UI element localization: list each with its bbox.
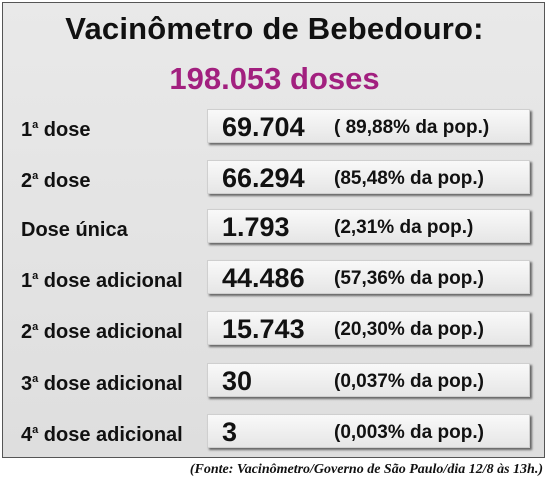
row-value: 69.704 [222, 112, 305, 142]
vaccination-panel: Vacinômetro de Bebedouro: 198.053 doses … [2, 2, 545, 458]
row-box-additional-dose-2: 15.743 (20,30% da pop.) [207, 311, 530, 345]
row-value: 3 [222, 417, 238, 447]
row-percent: (85,48% da pop.) [334, 168, 484, 189]
row-percent: (20,30% da pop.) [334, 319, 484, 340]
row-label-additional-dose-3: 3a dose adicional [21, 373, 183, 395]
row-label-additional-dose-4: 4a dose adicional [21, 424, 183, 446]
total-doses: 198.053 doses [169, 61, 380, 96]
row-box-dose-2: 66.294 (85,48% da pop.) [207, 160, 530, 194]
row-value: 66.294 [222, 163, 305, 193]
source-note: (Fonte: Vacinômetro/Governo de São Paulo… [189, 462, 543, 477]
row-label-additional-dose-1: 1a dose adicional [21, 270, 183, 292]
row-percent: (0,003% da pop.) [334, 422, 484, 443]
row-label-single-dose: Dose única [21, 219, 128, 241]
row-box-additional-dose-3: 30 (0,037% da pop.) [207, 363, 530, 397]
row-percent: (0,037% da pop.) [334, 371, 484, 392]
row-box-additional-dose-1: 44.486 (57,36% da pop.) [207, 260, 530, 294]
row-box-dose-1: 69.704 ( 89,88% da pop.) [207, 109, 530, 143]
panel-title: Vacinômetro de Bebedouro: [65, 11, 484, 46]
row-value: 1.793 [222, 212, 290, 242]
row-label-dose-1: 1a dose [21, 119, 91, 141]
row-value: 15.743 [222, 314, 305, 344]
row-label-additional-dose-2: 2a dose adicional [21, 321, 183, 343]
row-value: 44.486 [222, 263, 305, 293]
row-box-single-dose: 1.793 (2,31% da pop.) [207, 209, 530, 243]
row-box-additional-dose-4: 3 (0,003% da pop.) [207, 414, 530, 448]
row-value: 30 [222, 366, 253, 396]
row-percent: ( 89,88% da pop.) [334, 117, 490, 138]
row-percent: (57,36% da pop.) [334, 268, 484, 289]
row-label-dose-2: 2a dose [21, 170, 91, 192]
row-percent: (2,31% da pop.) [334, 217, 474, 238]
